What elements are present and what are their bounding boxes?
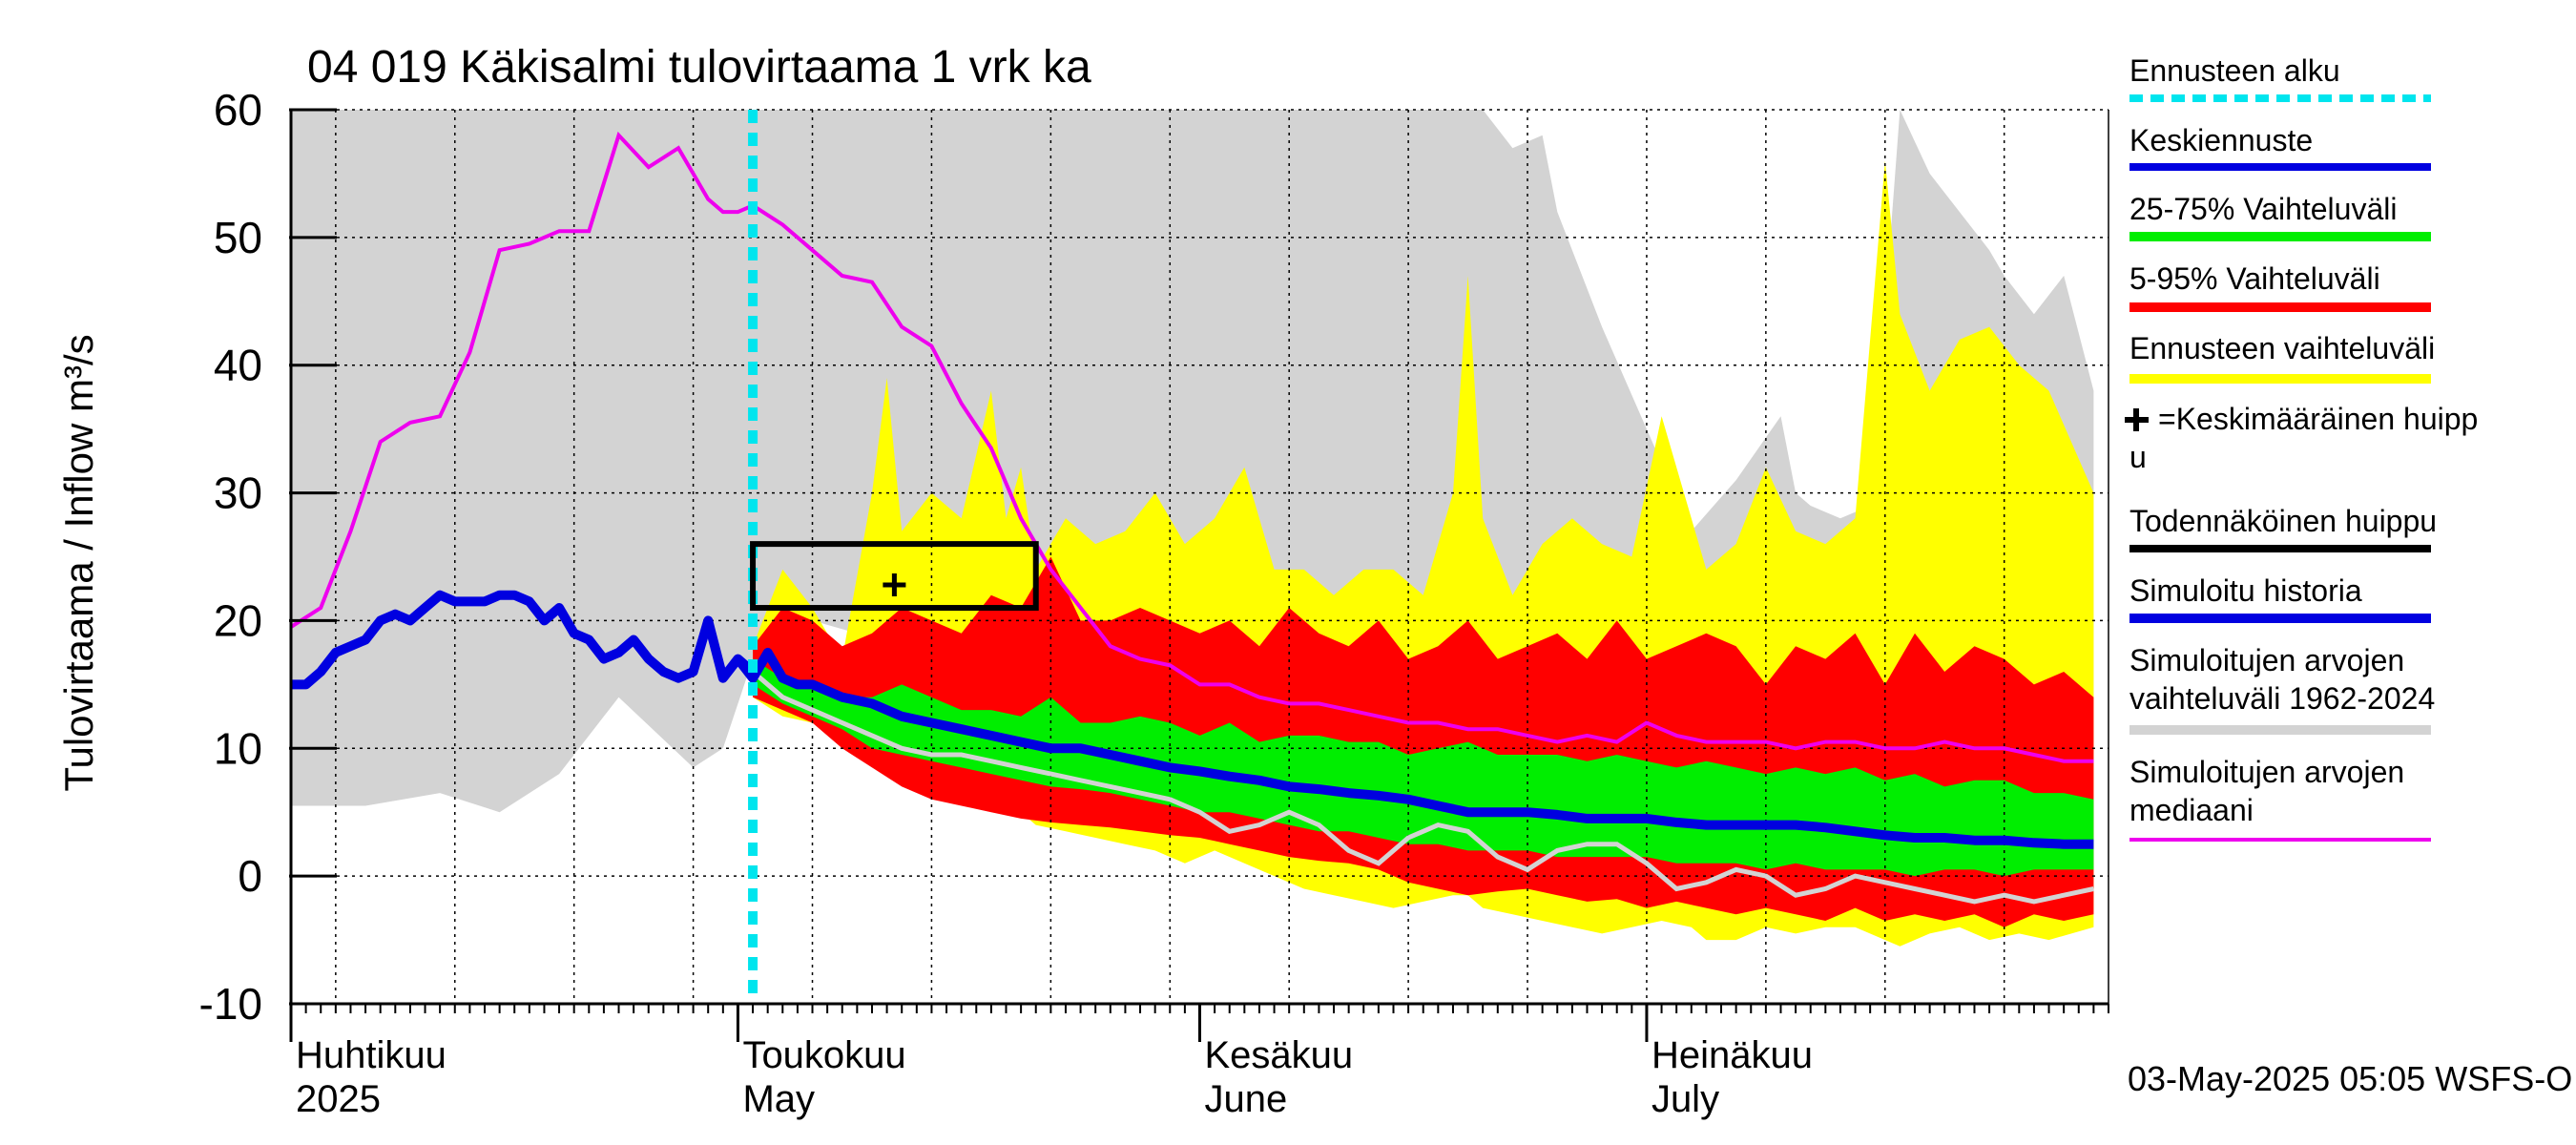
band-layer — [291, 110, 2094, 947]
legend-label: 25-75% Vaihteluväli — [2129, 192, 2397, 226]
legend-label: Simuloitujen arvojen — [2129, 755, 2404, 789]
legend-label: u — [2129, 440, 2147, 474]
historical-median-line — [289, 131, 2094, 763]
y-tick-label: 20 — [214, 595, 262, 645]
month-label-en: June — [1205, 1078, 1288, 1120]
month-label-en: May — [742, 1078, 815, 1120]
month-label-fi: Heinäkuu — [1652, 1034, 1813, 1076]
month-label-en: July — [1652, 1078, 1719, 1120]
legend-label: Ennusteen vaihteluväli — [2129, 331, 2435, 365]
legend: Ennusteen alku Keskiennuste 25-75% Vaihtel… — [2125, 53, 2478, 842]
legend-label: vaihteluväli 1962-2024 — [2129, 681, 2435, 716]
legend-label: Ennusteen alku — [2129, 53, 2340, 88]
y-tick-label: 30 — [214, 468, 262, 518]
y-tick-label: 50 — [214, 213, 262, 262]
y-tick-label: 40 — [214, 341, 262, 390]
legend-label: Simuloitujen arvojen — [2129, 643, 2404, 677]
y-tick-label: 10 — [214, 723, 262, 773]
y-axis-label: Tulovirtaama / Inflow m³/s — [56, 334, 101, 791]
legend-label: 5-95% Vaihteluväli — [2129, 261, 2380, 296]
legend-label: Todennäköinen huippu — [2129, 504, 2437, 538]
month-label-fi: Kesäkuu — [1205, 1034, 1354, 1076]
line-layer — [289, 110, 2094, 1004]
legend-plus-icon — [2125, 408, 2149, 431]
mean-forecast-line — [734, 647, 2094, 849]
legend-label: mediaani — [2129, 793, 2254, 827]
simulated-median-forecast-line — [751, 670, 2094, 905]
legend-label: Simuloitu historia — [2129, 573, 2362, 608]
simulated-history-line — [291, 590, 757, 690]
y-tick-label: -10 — [199, 979, 262, 1029]
legend-label: Keskiennuste — [2129, 123, 2313, 157]
y-tick-label: 0 — [238, 851, 262, 901]
mean-peak-marker — [883, 572, 906, 596]
month-label-en: 2025 — [296, 1078, 381, 1120]
month-label-fi: Huhtikuu — [296, 1034, 447, 1076]
legend-label: =Keskimääräinen huipp — [2158, 402, 2478, 436]
chart-title: 04 019 Käkisalmi tulovirtaama 1 vrk ka — [307, 42, 1091, 93]
y-tick-label: 60 — [214, 85, 262, 135]
probable-peak-box — [750, 541, 1039, 612]
footer-timestamp: 03-May-2025 05:05 WSFS-O — [2128, 1059, 2572, 1098]
month-label-fi: Toukokuu — [742, 1034, 905, 1076]
